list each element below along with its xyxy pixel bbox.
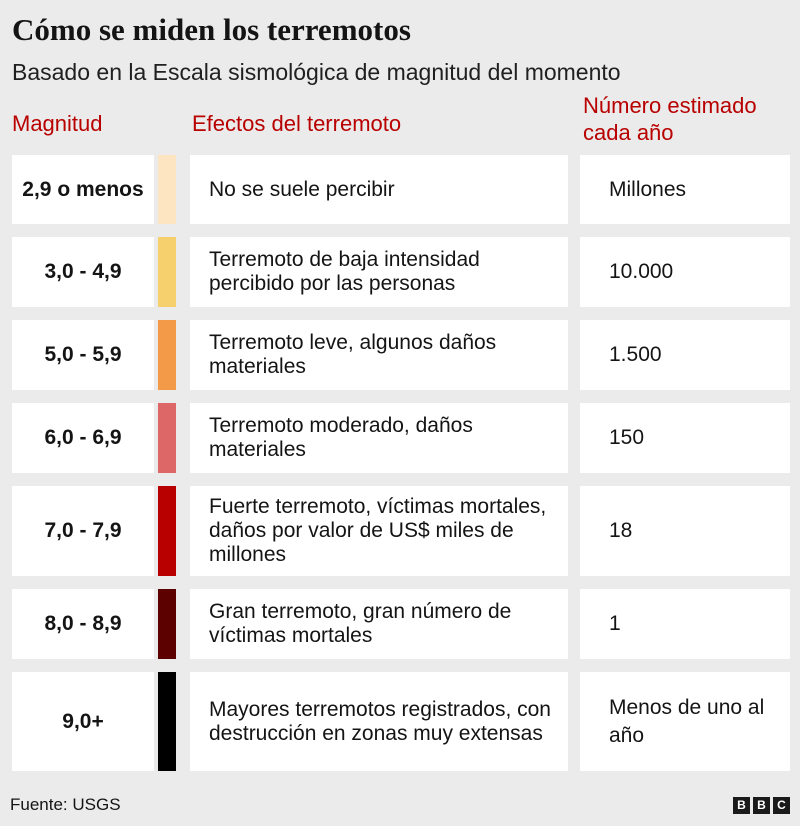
column-header-magnitude: Magnitud: [12, 111, 103, 136]
magnitude-color-swatch: [158, 672, 176, 771]
magnitude-color-swatch: [158, 486, 176, 576]
bbc-logo-letter: C: [773, 797, 790, 814]
chart-title: Cómo se miden los terremotos: [12, 12, 411, 47]
magnitude-cell: 3,0 - 4,9: [12, 237, 154, 307]
frequency-cell: 18: [580, 486, 790, 576]
magnitude-cell: 8,0 - 8,9: [12, 589, 154, 659]
effect-cell: Terremoto leve, algunos daños materiales: [190, 320, 568, 390]
magnitude-cell: 5,0 - 5,9: [12, 320, 154, 390]
table-row: 5,0 - 5,9 Terremoto leve, algunos daños m…: [0, 320, 800, 390]
magnitude-cell: 6,0 - 6,9: [12, 403, 154, 473]
frequency-cell: 150: [580, 403, 790, 473]
bbc-logo-letter: B: [733, 797, 750, 814]
magnitude-color-swatch: [158, 589, 176, 659]
magnitude-color-swatch: [158, 403, 176, 473]
frequency-cell: 10.000: [580, 237, 790, 307]
table-row: 2,9 o menos No se suele percibir Millones: [0, 155, 800, 224]
frequency-cell: 1.500: [580, 320, 790, 390]
magnitude-color-swatch: [158, 320, 176, 390]
frequency-cell: Millones: [580, 155, 790, 224]
effect-cell: Terremoto de baja intensidad percibido p…: [190, 237, 568, 307]
magnitude-cell: 2,9 o menos: [12, 155, 154, 224]
frequency-cell: 1: [580, 589, 790, 659]
column-header-frequency: Número estimado cada año: [583, 93, 757, 145]
table-row: 7,0 - 7,9 Fuerte terremoto, víctimas mort…: [0, 486, 800, 576]
effect-cell: No se suele percibir: [190, 155, 568, 224]
table-row: 8,0 - 8,9 Gran terremoto, gran número de …: [0, 589, 800, 659]
effect-cell: Fuerte terremoto, víctimas mortales, dañ…: [190, 486, 568, 576]
magnitude-color-swatch: [158, 155, 176, 224]
table-row: 9,0+ Mayores terremotos registrados, con …: [0, 672, 800, 771]
effect-cell: Gran terremoto, gran número de víctimas …: [190, 589, 568, 659]
chart-subtitle: Basado en la Escala sismológica de magni…: [12, 59, 621, 85]
effect-cell: Mayores terremotos registrados, con dest…: [190, 672, 568, 771]
source-note: Fuente: USGS: [10, 795, 121, 814]
bbc-logo-letter: B: [753, 797, 770, 814]
magnitude-cell: 9,0+: [12, 672, 154, 771]
table-row: 3,0 - 4,9 Terremoto de baja intensidad pe…: [0, 237, 800, 307]
magnitude-cell: 7,0 - 7,9: [12, 486, 154, 576]
bbc-logo: B B C: [733, 797, 790, 814]
effect-cell: Terremoto moderado, daños materiales: [190, 403, 568, 473]
magnitude-color-swatch: [158, 237, 176, 307]
table-row: 6,0 - 6,9 Terremoto moderado, daños mater…: [0, 403, 800, 473]
column-header-effects: Efectos del terremoto: [192, 111, 402, 136]
frequency-cell: Menos de uno al año: [580, 672, 790, 771]
